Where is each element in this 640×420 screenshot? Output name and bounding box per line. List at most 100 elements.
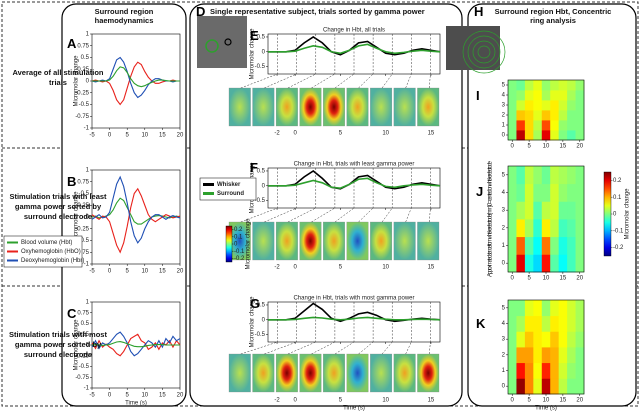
- legend-label: Oxyhemoglobin (HbO): [21, 249, 81, 255]
- heat-cell: [550, 166, 560, 185]
- x-tick-label: 0: [511, 276, 515, 282]
- y-tick-label: 0: [262, 49, 266, 55]
- heat-cell: [541, 110, 551, 121]
- heat-cell: [516, 166, 526, 185]
- heat-cell: [524, 219, 534, 238]
- heat-cell: [516, 378, 526, 395]
- image-tile: [417, 221, 440, 261]
- y-tick-label: 0.25: [77, 203, 89, 209]
- tile-connector: [405, 207, 412, 223]
- image-tile: [417, 87, 440, 127]
- heat-cell: [524, 100, 534, 111]
- heat-cell: [567, 219, 576, 238]
- panel-letter: E: [250, 28, 259, 43]
- heat-cell: [567, 120, 576, 131]
- y-tick-label: 4: [502, 190, 506, 196]
- heat-cell: [550, 201, 560, 220]
- x-tick-label: 5: [527, 144, 531, 150]
- heat-cell: [567, 90, 576, 101]
- heat-cell: [550, 90, 560, 101]
- row-label: Stimulation trials with least gamma powe…: [9, 192, 107, 221]
- y-tick-label: -1: [84, 386, 90, 392]
- y-tick-label: 0.75: [77, 179, 89, 185]
- header: Single representative subject, trials so…: [210, 7, 425, 16]
- y-tick-label: 0: [502, 384, 506, 390]
- heat-cell: [533, 130, 543, 141]
- heat-cell: [575, 300, 585, 317]
- heat-cell: [558, 110, 568, 121]
- x-tick-label: 5: [126, 133, 130, 139]
- panel-letter: B: [67, 174, 77, 189]
- panel-letter: K: [476, 316, 486, 331]
- x-tick-label: 10: [382, 265, 389, 271]
- x-tick-label: 0: [511, 398, 515, 404]
- heat-cell: [516, 90, 526, 101]
- tile-connector: [264, 341, 297, 355]
- image-tile: [299, 353, 322, 393]
- panel-letter: D: [196, 4, 206, 19]
- x-tick-label: 20: [576, 144, 583, 150]
- chart-title: Change in Hbt, trials with most gamma po…: [293, 296, 414, 302]
- heat-cell: [541, 166, 551, 185]
- x-tick-label: 15: [560, 144, 567, 150]
- y-tick-label: 0.75: [77, 43, 89, 49]
- series-line: [92, 66, 180, 88]
- heat-cell: [558, 183, 568, 202]
- heat-cell: [541, 100, 551, 111]
- y-tick-label: 2: [502, 352, 506, 358]
- heat-cell: [524, 183, 534, 202]
- heat-cell: [516, 80, 526, 91]
- heat-cell: [558, 236, 568, 255]
- heat-cell: [575, 315, 585, 332]
- colorbar: [603, 171, 612, 257]
- x-tick-label: 5: [527, 276, 531, 282]
- heat-cell: [575, 100, 585, 111]
- heat-cell: [533, 90, 543, 101]
- heat-cell: [575, 130, 585, 141]
- heat-cell: [567, 331, 576, 348]
- y-tick-label: 5: [502, 83, 506, 89]
- x-tick-label: 5: [339, 265, 343, 271]
- y-tick-label: 4: [502, 321, 506, 327]
- image-tile: [417, 353, 440, 393]
- x-tick-label: 10: [141, 393, 148, 399]
- y-tick-label: 1: [86, 168, 90, 174]
- tile-connector: [264, 73, 297, 89]
- colorbar-tick-label: 0: [613, 212, 617, 218]
- heat-cell: [541, 90, 551, 101]
- image-tile: [393, 87, 416, 127]
- heat-cell: [533, 219, 543, 238]
- heat-cell: [541, 80, 551, 91]
- heat-cell: [508, 120, 517, 131]
- x-tick-label: 15: [560, 398, 567, 404]
- x-tick-label: 15: [159, 269, 166, 275]
- x-tick-label: 15: [159, 133, 166, 139]
- heat-cell: [541, 347, 551, 364]
- colorbar-tick-label: 0.2: [234, 227, 243, 233]
- heat-cell: [558, 378, 568, 395]
- x-tick-label: 20: [576, 276, 583, 282]
- legend-label: Whisker: [217, 182, 241, 188]
- y-tick-label: -1: [84, 126, 90, 132]
- x-tick-label: 10: [382, 398, 389, 404]
- y-tick-label: 1: [86, 300, 90, 306]
- panel-letter: A: [67, 36, 77, 51]
- series-line: [91, 175, 181, 244]
- heat-cell: [508, 90, 517, 101]
- heat-cell: [575, 183, 585, 202]
- x-tick-label: 5: [126, 393, 130, 399]
- heat-cell: [575, 166, 585, 185]
- x-tick-label: 15: [428, 131, 435, 137]
- x-tick-label: 10: [382, 131, 389, 137]
- colorbar-tick-label: -0.2: [234, 256, 245, 262]
- tile-connector: [381, 207, 393, 223]
- image-tile: [346, 221, 369, 261]
- heat-cell: [575, 110, 585, 121]
- x-tick-label: 15: [428, 265, 435, 271]
- y-axis-label: Micromolar change: [74, 319, 80, 371]
- heat-cell: [541, 300, 551, 317]
- heat-cell: [541, 362, 551, 379]
- tile-connector: [428, 207, 431, 223]
- heat-cell: [533, 378, 543, 395]
- column-box: [61, 3, 187, 407]
